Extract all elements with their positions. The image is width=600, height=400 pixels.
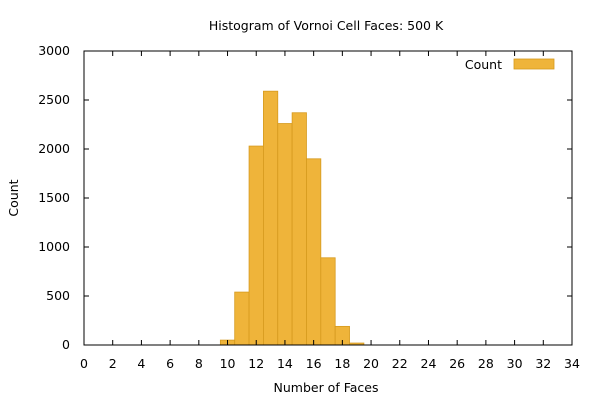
y-tick-label: 1500 xyxy=(38,190,70,205)
x-tick-label: 24 xyxy=(421,356,437,371)
x-tick-label: 20 xyxy=(363,356,379,371)
histogram-bar xyxy=(234,291,250,346)
x-tick-label: 32 xyxy=(535,356,551,371)
x-tick-label: 26 xyxy=(449,356,465,371)
histogram-bar xyxy=(277,123,293,346)
histogram-bar xyxy=(306,158,322,346)
x-tick-label: 14 xyxy=(277,356,293,371)
x-tick-label: 28 xyxy=(478,356,494,371)
x-tick-label: 6 xyxy=(166,356,174,371)
histogram-bar xyxy=(291,112,307,346)
legend: Count xyxy=(465,57,555,72)
y-tick-labels: 0 500 1000 1500 2000 2500 3000 xyxy=(38,43,70,352)
histogram-bar xyxy=(263,90,279,346)
x-tick-label: 22 xyxy=(392,356,408,371)
x-tick-label: 0 xyxy=(80,356,88,371)
y-tick-label: 1000 xyxy=(38,239,70,254)
x-tick-label: 4 xyxy=(137,356,145,371)
x-tick-label: 34 xyxy=(564,356,580,371)
y-tick-label: 500 xyxy=(46,288,70,303)
x-tick-label: 2 xyxy=(109,356,117,371)
y-tick-label: 3000 xyxy=(38,43,70,58)
chart-title: Histogram of Vornoi Cell Faces: 500 K xyxy=(209,18,444,33)
histogram-bar xyxy=(248,145,264,346)
legend-swatch xyxy=(513,58,555,70)
y-tick-label: 0 xyxy=(62,337,70,352)
histogram-bar xyxy=(320,257,336,346)
x-tick-label: 8 xyxy=(195,356,203,371)
x-tick-label: 12 xyxy=(248,356,264,371)
y-axis-title: Count xyxy=(6,179,21,216)
y-tick-label: 2000 xyxy=(38,141,70,156)
x-axis-title: Number of Faces xyxy=(274,380,379,395)
x-tick-label: 18 xyxy=(334,356,350,371)
x-tick-labels: 0 2 4 6 8 10 12 14 16 18 20 22 24 26 28 30 32 34 xyxy=(80,356,580,371)
axis-ticks xyxy=(83,50,573,346)
legend-label: Count xyxy=(465,57,502,72)
x-tick-label: 10 xyxy=(220,356,236,371)
y-tick-label: 2500 xyxy=(38,92,70,107)
x-tick-label: 30 xyxy=(507,356,523,371)
x-tick-label: 16 xyxy=(306,356,322,371)
bars-group xyxy=(219,90,365,346)
